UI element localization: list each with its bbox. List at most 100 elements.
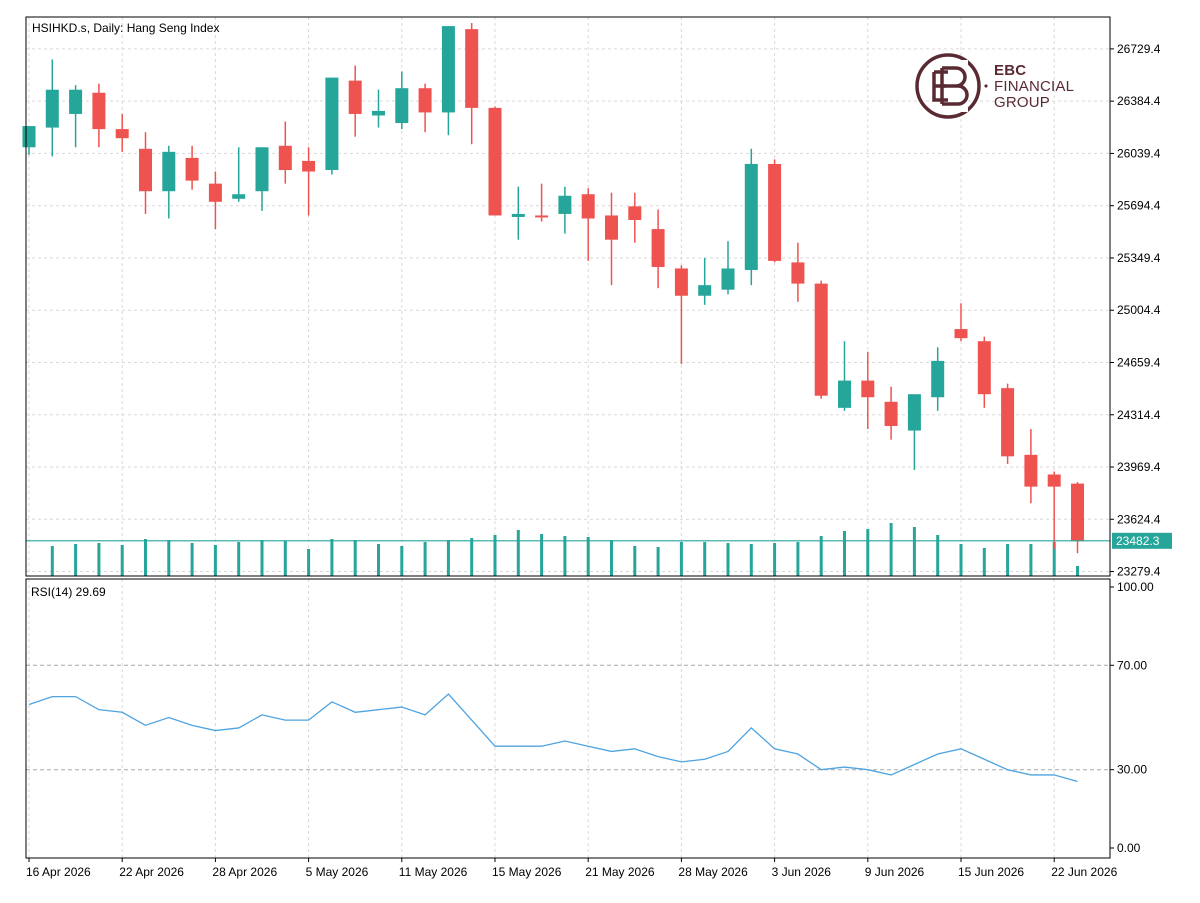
candle-bearish (954, 303, 968, 342)
volume-bar (586, 537, 590, 576)
candle-body (744, 163, 758, 270)
candle-body (185, 157, 199, 181)
candle-bearish (861, 351, 875, 430)
candle-body (977, 341, 991, 395)
candle-body (92, 92, 106, 130)
volume-bar (610, 540, 613, 576)
price-panel-frame (25, 16, 1111, 577)
price-tag-box (1112, 532, 1172, 549)
candle-bearish (884, 386, 898, 440)
candle-bearish (185, 145, 199, 190)
volume-bar (50, 546, 54, 576)
candle-bearish (791, 242, 805, 302)
volume-bar (563, 536, 567, 576)
volume-bar (213, 545, 217, 576)
volume-bars (50, 523, 1079, 576)
price-tick-label: 26039.4 (1117, 146, 1161, 160)
candle-body (278, 145, 292, 171)
price-tick-label: 23279.4 (1117, 565, 1161, 579)
candle-bullish (45, 59, 59, 157)
rsi-level-lines (26, 664, 1110, 771)
volume-bar (749, 544, 753, 576)
candle-bullish (325, 77, 339, 175)
time-tick-label: 16 Apr 2026 (26, 865, 91, 879)
candle-body (931, 360, 945, 398)
candle-bearish (1071, 482, 1084, 554)
volume-bar (237, 542, 241, 576)
candle-bearish (651, 209, 665, 289)
candle-bearish (139, 132, 152, 214)
volume-bar (796, 542, 800, 576)
candle-bearish (768, 159, 782, 263)
candle-bearish (605, 192, 618, 286)
instrument-name: Hang Seng Index (126, 21, 220, 35)
time-tick-label: 5 May 2026 (306, 865, 369, 879)
candle-body (861, 380, 875, 398)
volume-bar (120, 545, 124, 576)
candle-body (907, 394, 921, 431)
candle-bearish (302, 147, 316, 216)
logo-brand: EBC (994, 62, 1027, 79)
price-tick-label: 25694.4 (1117, 199, 1161, 213)
candle-body (884, 401, 898, 427)
rsi-axis: 100.00 70.00 30.00 0.00 (1110, 580, 1154, 855)
current-price-tag: 23482.3 (1112, 532, 1172, 549)
time-tick-label: 3 Jun 2026 (772, 865, 832, 879)
volume-bar (167, 540, 171, 576)
chart-frames (25, 16, 1111, 859)
volume-bar (493, 535, 497, 576)
volume-bar (446, 540, 450, 576)
candle-bullish (162, 145, 176, 219)
candle-body (558, 195, 572, 214)
time-tick-label: 28 Apr 2026 (212, 865, 277, 879)
volume-bar (540, 534, 544, 576)
ebc-logo: EBC FINANCIAL GROUP (912, 50, 1092, 122)
volume-bar (190, 543, 194, 576)
volume-bar (703, 542, 707, 576)
candle-body (22, 126, 36, 148)
candle-body (69, 89, 83, 114)
time-tick-label: 15 May 2026 (492, 865, 562, 879)
candle-body (581, 194, 595, 219)
volume-bar (843, 531, 846, 576)
volume-bar (656, 547, 660, 576)
volume-bar (819, 536, 823, 576)
volume-bar (959, 544, 963, 576)
rsi-tick-label: 70.00 (1117, 658, 1147, 672)
volume-bar (260, 540, 264, 576)
candle-body (674, 268, 688, 296)
symbol-label: HSIHKD.s (32, 21, 87, 35)
candle-bullish (721, 241, 735, 295)
time-tick-label: 11 May 2026 (399, 865, 468, 879)
volume-bar (423, 542, 427, 576)
price-tag-label: 23482.3 (1116, 534, 1160, 548)
ebc-logo-text: EBC FINANCIAL GROUP (994, 63, 1074, 111)
candle-bearish (465, 23, 479, 145)
candle-body (511, 213, 525, 217)
volume-bar (377, 544, 380, 576)
logo-line-group: GROUP (994, 94, 1051, 111)
volume-bar (633, 546, 637, 576)
time-tick-label: 28 May 2026 (678, 865, 748, 879)
candlestick-series (22, 23, 1084, 554)
volume-bar (773, 543, 777, 576)
candle-bullish (511, 186, 525, 240)
candle-bearish (1024, 429, 1038, 504)
time-tick-label: 22 Apr 2026 (119, 865, 184, 879)
rsi-tick-label: 30.00 (1117, 763, 1147, 777)
candle-bearish (208, 171, 222, 230)
time-tick-label: 22 Jun 2026 (1051, 865, 1117, 879)
candle-body (162, 151, 176, 192)
candle-bearish (418, 83, 432, 133)
price-axis: 26729.4 26384.4 26039.4 25694.4 25349.4 25004… (1110, 42, 1161, 579)
volume-bar (936, 535, 940, 576)
volume-bar (97, 543, 101, 576)
chart-grid (26, 17, 1110, 858)
volume-bar (982, 548, 986, 576)
volume-bar (1052, 542, 1056, 576)
candle-bullish (838, 341, 851, 411)
candle-bullish (558, 186, 572, 234)
candle-body (1071, 483, 1084, 542)
candle-bullish (698, 257, 712, 305)
